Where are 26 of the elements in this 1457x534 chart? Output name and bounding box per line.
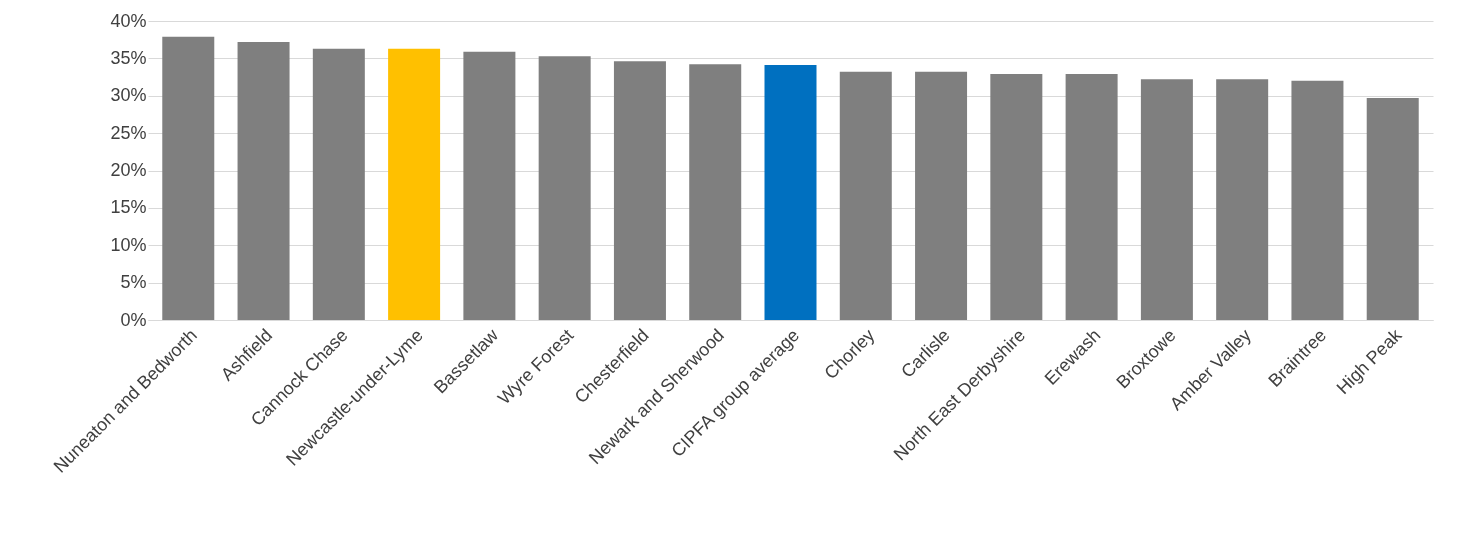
y-tick-label: 15% xyxy=(110,197,147,218)
bar xyxy=(613,61,666,320)
y-tick-label: 35% xyxy=(110,47,147,68)
y-tick-label: 25% xyxy=(110,122,147,143)
bar xyxy=(162,36,215,320)
bar xyxy=(1216,79,1269,320)
y-tick-label: 0% xyxy=(120,309,147,330)
bar xyxy=(915,71,968,320)
bar xyxy=(1366,97,1419,320)
y-tick-label: 20% xyxy=(110,160,147,180)
bar xyxy=(839,71,892,320)
bar xyxy=(1140,79,1193,320)
bar xyxy=(312,48,365,320)
bar xyxy=(388,48,441,320)
bar xyxy=(237,41,290,320)
bar xyxy=(764,65,817,320)
y-tick-label: 10% xyxy=(110,234,147,255)
y-tick-label: 40% xyxy=(110,10,147,31)
bar xyxy=(1291,80,1344,320)
bar xyxy=(689,64,742,320)
bar xyxy=(463,51,516,320)
bar xyxy=(1065,74,1118,320)
bar xyxy=(538,56,591,320)
y-tick-label: 30% xyxy=(110,85,147,106)
bar xyxy=(990,74,1043,320)
y-tick-label: 5% xyxy=(120,272,147,293)
